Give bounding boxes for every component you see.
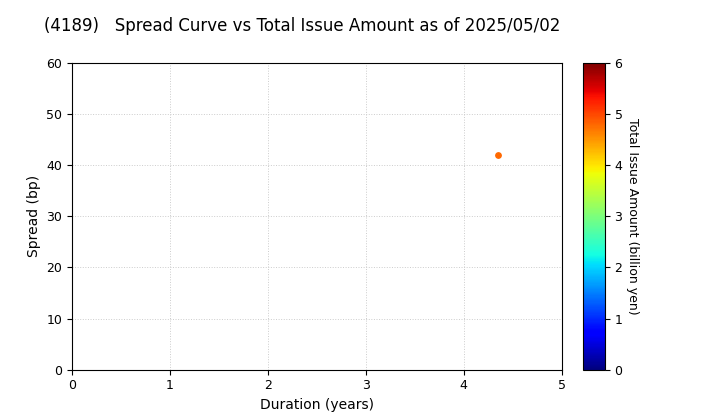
Y-axis label: Spread (bp): Spread (bp) xyxy=(27,175,41,257)
Text: (4189)   Spread Curve vs Total Issue Amount as of 2025/05/02: (4189) Spread Curve vs Total Issue Amoun… xyxy=(44,17,561,35)
X-axis label: Duration (years): Duration (years) xyxy=(260,398,374,412)
Point xyxy=(492,152,504,158)
Y-axis label: Total Issue Amount (billion yen): Total Issue Amount (billion yen) xyxy=(626,118,639,315)
